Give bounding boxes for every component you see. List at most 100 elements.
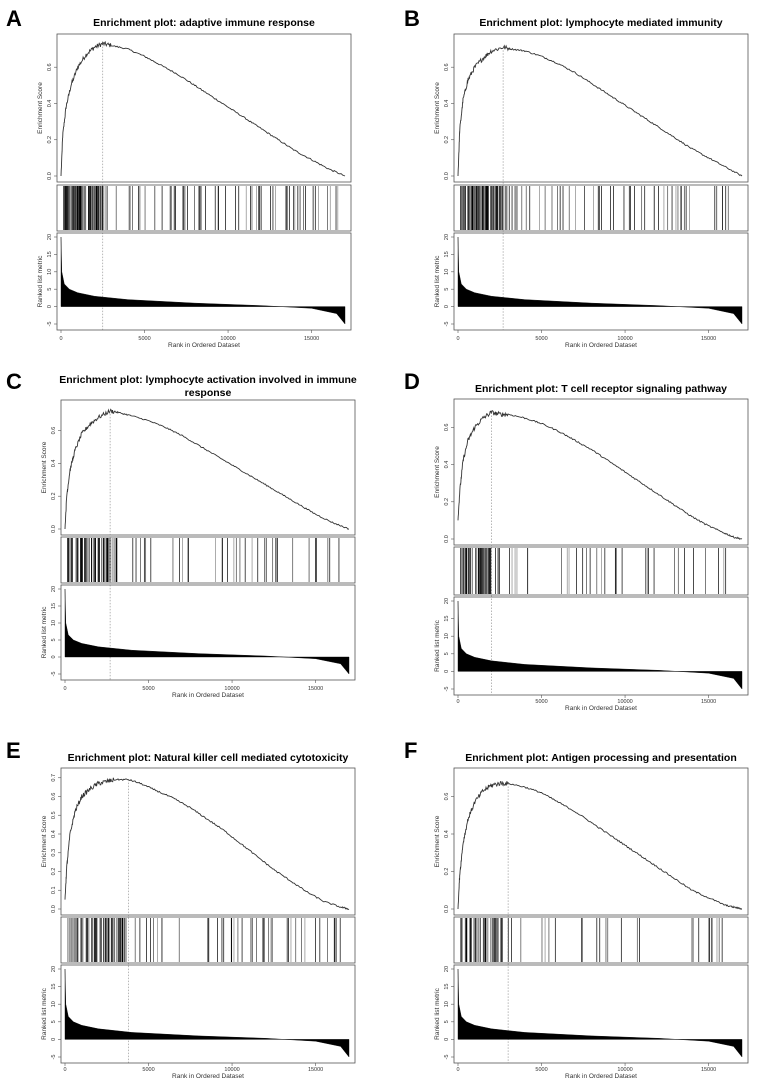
es-y-tick-label: 0.2 [444,868,450,876]
ranked-metric-area [64,588,350,675]
metric-y-tick-label: -5 [51,672,57,677]
es-curve [60,40,346,177]
metric-y-tick-label: 15 [444,251,450,257]
metric-plot-frame [453,964,749,1064]
es-curve [64,777,350,910]
panel-letter: D [404,369,420,394]
panel-title: Enrichment plot: lymphocyte mediated imm… [479,17,722,29]
metric-y-tick-label: 5 [444,288,450,291]
es-y-tick-label: 0.0 [444,535,450,543]
es-plot-frame [453,398,749,546]
es-y-tick-label: 0.2 [47,136,53,144]
panel-title: Enrichment plot: T cell receptor signali… [475,383,727,395]
metric-y-tick-label: 10 [47,269,53,275]
metric-y-tick-label: -5 [47,322,53,327]
metric-y-axis-label: Ranked list metric [37,255,44,307]
x-axis-label: Rank in Ordered Dataset [172,1073,244,1080]
metric-plot-frame [60,584,356,681]
x-axis-label: Rank in Ordered Dataset [172,692,244,699]
panel-title: Enrichment plot: adaptive immune respons… [93,17,315,29]
metric-y-tick-label: 20 [444,966,450,972]
es-y-tick-label: 0.0 [51,525,57,533]
es-y-tick-label: 0.7 [51,774,57,782]
metric-y-axis-label: Ranked list metric [434,255,441,307]
hit-bar-frame [60,916,356,964]
es-y-tick-label: 0.4 [444,100,450,108]
es-y-tick-label: 0.6 [51,793,57,801]
x-tick-label: 10000 [617,699,632,705]
es-y-tick-label: 0.5 [51,811,57,819]
x-tick-label: 5000 [535,1067,547,1073]
panel-title: Enrichment plot: Antigen processing and … [465,752,736,764]
x-tick-label: 10000 [617,336,632,342]
es-y-tick-label: 0.0 [51,905,57,913]
hit-bar-frame [60,536,356,584]
metric-y-tick-label: 5 [47,288,53,291]
metric-y-tick-label: 0 [444,670,450,673]
metric-y-tick-label: 20 [444,598,450,604]
metric-y-tick-label: -5 [51,1055,57,1060]
x-tick-label: 15000 [308,686,323,692]
metric-y-tick-label: 0 [51,1038,57,1041]
es-y-tick-label: 0.1 [51,886,57,894]
metric-y-axis-label: Ranked list metric [41,606,48,658]
es-curve [64,408,350,530]
panel-f: F Enrichment plot: Antigen processing and… [404,738,749,1080]
panel-e: E Enrichment plot: Natural killer cell me… [6,738,356,1080]
metric-y-tick-label: 15 [47,251,53,257]
panel-d: D Enrichment plot: T cell receptor signal… [404,369,749,712]
x-axis-label: Rank in Ordered Dataset [565,342,637,349]
metric-y-axis-label: Ranked list metric [41,987,48,1039]
es-plot-frame [60,767,356,916]
metric-y-tick-label: 20 [51,966,57,972]
es-y-axis-label: Enrichment Score [434,82,441,134]
es-y-tick-label: 0.4 [444,830,450,838]
x-tick-label: 10000 [224,1067,239,1073]
panel-c: C Enrichment plot: lymphocyte activation … [6,369,357,699]
panel-letter: B [404,6,420,31]
es-y-axis-label: Enrichment Score [434,446,441,498]
es-y-tick-label: 0.0 [444,905,450,913]
metric-plot-frame [453,232,749,331]
x-tick-label: 5000 [142,686,154,692]
es-y-tick-label: 0.4 [47,100,53,108]
es-y-tick-label: 0.2 [51,868,57,876]
es-y-tick-label: 0.6 [51,427,57,435]
metric-y-tick-label: 10 [51,1001,57,1007]
x-tick-label: 10000 [617,1067,632,1073]
es-plot-frame [453,767,749,916]
x-tick-label: 15000 [701,699,716,705]
metric-y-tick-label: 5 [444,1020,450,1023]
es-y-tick-label: 0.6 [47,63,53,71]
x-tick-label: 0 [63,686,66,692]
metric-y-tick-label: 5 [51,1020,57,1023]
panel-letter: A [6,6,22,31]
metric-y-tick-label: 15 [51,984,57,990]
ranked-metric-area [457,236,743,325]
es-plot-frame [453,33,749,183]
es-y-tick-label: 0.6 [444,793,450,801]
metric-y-tick-label: 10 [444,1001,450,1007]
ranked-metric-area [64,968,350,1058]
metric-y-tick-label: -5 [444,1055,450,1060]
es-y-tick-label: 0.4 [444,461,450,469]
x-tick-label: 0 [456,1067,459,1073]
metric-y-tick-label: 20 [444,234,450,240]
panel-letter: F [404,738,417,763]
metric-plot-frame [453,596,749,696]
metric-y-tick-label: 0 [51,655,57,658]
x-tick-label: 5000 [535,336,547,342]
es-y-axis-label: Enrichment Score [434,815,441,867]
metric-y-axis-label: Ranked list metric [434,619,441,671]
panel-letter: C [6,369,22,394]
x-tick-label: 0 [59,336,62,342]
x-tick-label: 15000 [304,336,319,342]
metric-y-tick-label: 5 [51,638,57,641]
metric-y-tick-label: 15 [444,616,450,622]
es-curve [457,780,743,910]
panel-b: B Enrichment plot: lymphocyte mediated im… [404,6,749,349]
panel-letter: E [6,738,21,763]
es-y-tick-label: 0.0 [444,172,450,180]
es-y-tick-label: 0.2 [444,136,450,144]
es-y-tick-label: 0.3 [51,849,57,857]
